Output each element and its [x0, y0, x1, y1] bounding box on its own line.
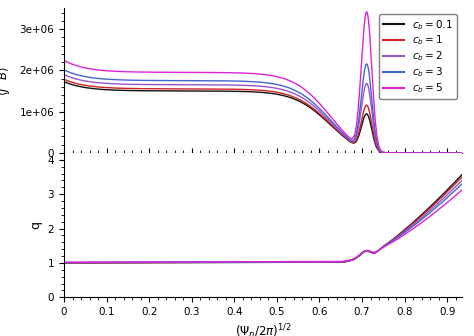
- Y-axis label: q: q: [29, 221, 42, 229]
- Legend: $c_b=0.1$, $c_b=1$, $c_b=2$, $c_b=3$, $c_b=5$: $c_b=0.1$, $c_b=1$, $c_b=2$, $c_b=3$, $c…: [379, 14, 457, 99]
- Y-axis label: $\langle J^*B\rangle$: $\langle J^*B\rangle$: [0, 66, 14, 96]
- X-axis label: $(\Psi_p/2\pi)^{1/2}$: $(\Psi_p/2\pi)^{1/2}$: [235, 323, 292, 336]
